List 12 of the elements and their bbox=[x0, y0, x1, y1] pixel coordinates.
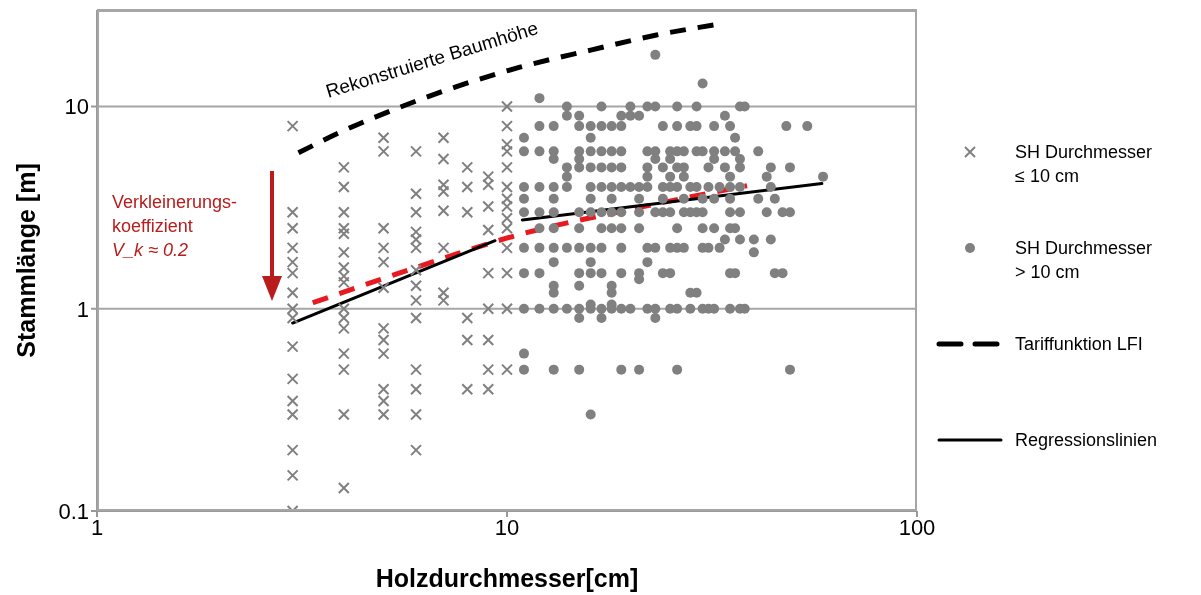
y-axis-title: Stammlänge [m] bbox=[11, 163, 40, 358]
x-tick-label: 10 bbox=[494, 514, 520, 540]
legend-label: Regressionslinien bbox=[1015, 429, 1159, 452]
annotation: Verkleinerungs- koeffizient V_k ≈ 0.2 bbox=[112, 191, 238, 262]
legend-label: SH Durchmesser > 10 cm bbox=[1015, 237, 1154, 284]
x-axis-title: Holzdurchmesser[cm] bbox=[375, 564, 639, 592]
x-tick-label: 100 bbox=[898, 514, 936, 540]
y-tick-label: 0.1 bbox=[58, 498, 89, 524]
legend-label: Tariffunktion LFI bbox=[1015, 333, 1144, 356]
legend-label: SH Durchmesser ≤ 10 cm bbox=[1015, 141, 1154, 188]
y-tick-label: 1 bbox=[76, 296, 89, 322]
y-tick-label: 10 bbox=[64, 94, 89, 120]
